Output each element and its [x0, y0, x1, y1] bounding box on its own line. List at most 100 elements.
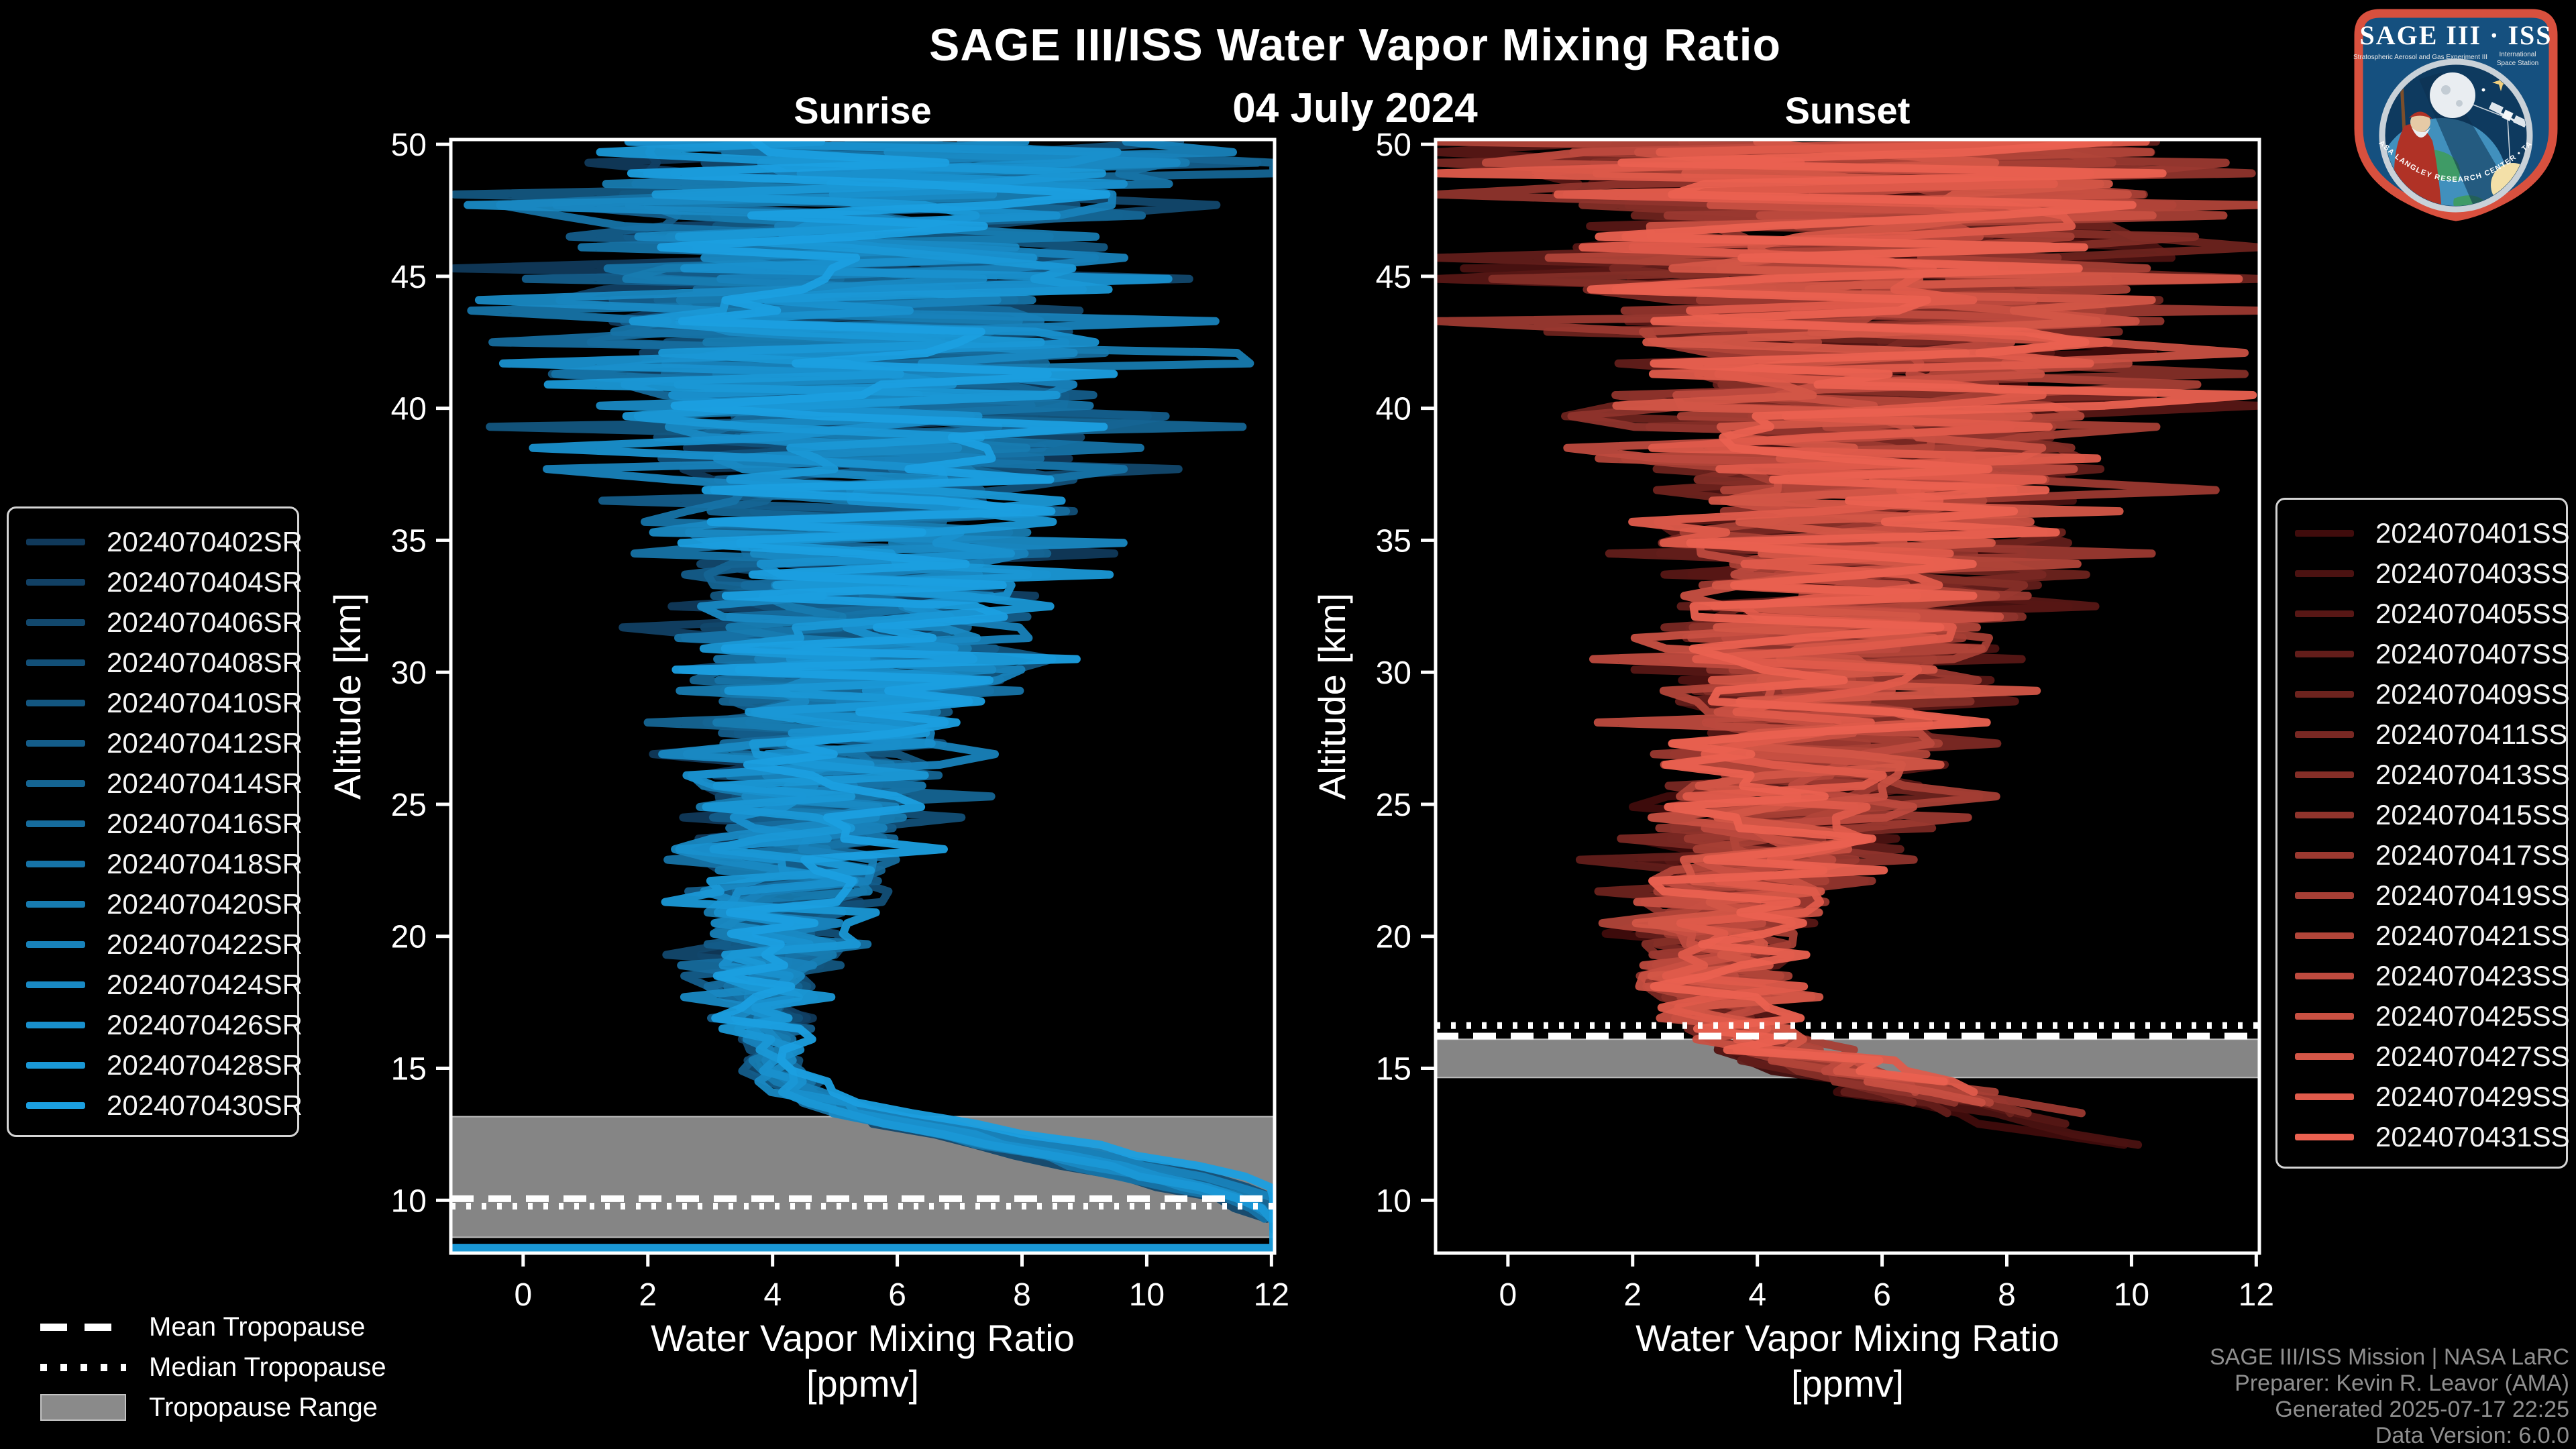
- logo-moon: [2430, 72, 2475, 118]
- legend-swatch: [2295, 973, 2354, 979]
- attribution-line-1: SAGE III/ISS Mission | NASA LaRC: [2209, 1344, 2569, 1370]
- sunset-profile-2024070427SS: [1611, 140, 2243, 1086]
- sunrise-x-tick-label: 6: [888, 1277, 906, 1313]
- legend-swatch: [26, 861, 85, 867]
- legend-item-2024070416SR: 2024070416SR: [26, 804, 303, 844]
- legend-item-2024070419SS: 2024070419SS: [2295, 875, 2570, 916]
- legend-item-2024070404SR: 2024070404SR: [26, 562, 303, 602]
- legend-label: 2024070415SS: [2375, 799, 2570, 830]
- legend-swatch: [2295, 892, 2354, 899]
- sunrise-x-tick-label: 2: [639, 1277, 657, 1313]
- sunset-profile-2024070431SS: [1587, 140, 2257, 1086]
- sunset-x-tick-label: 4: [1748, 1277, 1766, 1313]
- sunset-y-tick-label: 40: [1376, 392, 1411, 427]
- legend-item-2024070420SR: 2024070420SR: [26, 884, 303, 924]
- legend-label: 2024070411SS: [2375, 718, 2568, 750]
- legend-item-2024070413SS: 2024070413SS: [2295, 755, 2570, 795]
- dotted-line-swatch: [40, 1363, 126, 1371]
- legend-item-2024070425SS: 2024070425SS: [2295, 996, 2570, 1036]
- sunrise-x-tick-label: 4: [763, 1277, 782, 1313]
- logo-sage-hood: [2409, 111, 2432, 119]
- sunrise-spines: [449, 138, 1277, 1255]
- sage-iss-logo: SAGE III · ISS Stratospheric Aerosol and…: [2340, 4, 2558, 221]
- legend-item-2024070412SR: 2024070412SR: [26, 723, 303, 763]
- legend-label: 2024070405SS: [2375, 598, 2570, 629]
- legend-item-2024070408SR: 2024070408SR: [26, 643, 303, 683]
- legend-label: 2024070428SR: [107, 1049, 303, 1081]
- logo-sage-head: [2410, 112, 2430, 132]
- logo-iss: [2489, 102, 2526, 127]
- legend-swatch: [26, 1022, 85, 1028]
- sunrise-profile-2024070430SR: [451, 140, 1275, 1252]
- legend-swatch: [2295, 1134, 2354, 1140]
- logo-star: [2481, 88, 2485, 92]
- legend-item-2024070403SS: 2024070403SS: [2295, 553, 2570, 594]
- band-line-swatch: [40, 1394, 126, 1421]
- legend-item-2024070402SR: 2024070402SR: [26, 522, 303, 562]
- legend-label: 2024070417SS: [2375, 839, 2570, 871]
- sunrise-y-tick-label: 10: [391, 1183, 427, 1219]
- legend-item-2024070430SR: 2024070430SR: [26, 1085, 303, 1126]
- legend-label: 2024070425SS: [2375, 1000, 2570, 1032]
- legend-label: 2024070408SR: [107, 647, 303, 678]
- sunset-x-tick-label: 0: [1499, 1277, 1517, 1313]
- sunrise-profiles: [451, 140, 1275, 1252]
- legend-swatch: [26, 740, 85, 747]
- legend-item-2024070422SR: 2024070422SR: [26, 924, 303, 965]
- sunset-y-tick-label: 50: [1376, 127, 1411, 163]
- legend-label: 2024070424SR: [107, 969, 303, 1000]
- legend-item-2024070427SS: 2024070427SS: [2295, 1036, 2570, 1077]
- legend-label: 2024070431SS: [2375, 1121, 2570, 1152]
- legend-label: 2024070426SR: [107, 1009, 303, 1040]
- sunrise-ylabel: Altitude [km]: [326, 593, 368, 800]
- legend-swatch: [26, 539, 85, 545]
- sunrise-x-tick-label: 8: [1013, 1277, 1031, 1313]
- legend-item-2024070411SS: 2024070411SS: [2295, 714, 2568, 755]
- tropopause-legend-item-dotted: Median Tropopause: [40, 1347, 386, 1387]
- sunrise-y-tick-label: 35: [391, 523, 427, 559]
- legend-swatch: [2295, 1093, 2354, 1100]
- legend-swatch: [2295, 731, 2354, 738]
- legend-label: 2024070410SR: [107, 687, 303, 718]
- attribution-line-2: Preparer: Kevin R. Leavor (AMA): [2235, 1371, 2569, 1396]
- legend-item-2024070418SR: 2024070418SR: [26, 844, 303, 884]
- sunset-xlabel-line1: Water Vapor Mixing Ratio: [1635, 1317, 2059, 1359]
- legend-item-2024070429SS: 2024070429SS: [2295, 1077, 2570, 1117]
- sunset-x-tick-label: 6: [1873, 1277, 1891, 1313]
- legend-swatch: [26, 659, 85, 666]
- attribution-line-3: Generated 2025-07-17 22:25: [2275, 1397, 2569, 1422]
- legend-item-2024070406SR: 2024070406SR: [26, 602, 303, 643]
- logo-moon-crater: [2456, 100, 2463, 107]
- logo-subtitle-right-2: Space Station: [2497, 60, 2538, 67]
- legend-label: 2024070430SR: [107, 1089, 303, 1121]
- legend-label: 2024070429SS: [2375, 1081, 2570, 1112]
- tropopause-legend-label: Median Tropopause: [149, 1352, 386, 1382]
- legend-label: 2024070409SS: [2375, 678, 2570, 710]
- legend-swatch: [2295, 1053, 2354, 1060]
- sunset-profiles: [1436, 140, 2259, 1149]
- legend-label: 2024070412SR: [107, 727, 303, 759]
- tropopause-legend-label: Mean Tropopause: [149, 1311, 366, 1342]
- legend-swatch: [2295, 1013, 2354, 1020]
- legend-label: 2024070418SR: [107, 848, 303, 879]
- sunset-x-tick-label: 12: [2239, 1277, 2274, 1313]
- legend-swatch: [2295, 771, 2354, 778]
- legend-label: 2024070401SS: [2375, 517, 2570, 549]
- legend-label: 2024070420SR: [107, 888, 303, 920]
- sunrise-y-tick-label: 40: [391, 392, 427, 427]
- sunrise-xlabel-line2: [ppmv]: [806, 1362, 919, 1405]
- legend-swatch: [26, 981, 85, 988]
- sunrise-x-tick-label: 10: [1129, 1277, 1165, 1313]
- logo-sage-beard: [2412, 127, 2430, 138]
- legend-swatch: [26, 1102, 85, 1109]
- sunset-x-tick-label: 10: [2114, 1277, 2149, 1313]
- legend-item-2024070421SS: 2024070421SS: [2295, 916, 2570, 956]
- dashed-line-swatch: [40, 1323, 126, 1331]
- legend-item-2024070414SR: 2024070414SR: [26, 763, 303, 804]
- legend-item-2024070426SR: 2024070426SR: [26, 1005, 303, 1045]
- tropopause-legend-item-dashed: Mean Tropopause: [40, 1307, 386, 1347]
- legend-item-2024070415SS: 2024070415SS: [2295, 795, 2570, 835]
- sunset-y-tick-label: 20: [1376, 920, 1411, 955]
- sunrise-y-tick-label: 20: [391, 920, 427, 955]
- sunset-spines: [1434, 138, 2261, 1255]
